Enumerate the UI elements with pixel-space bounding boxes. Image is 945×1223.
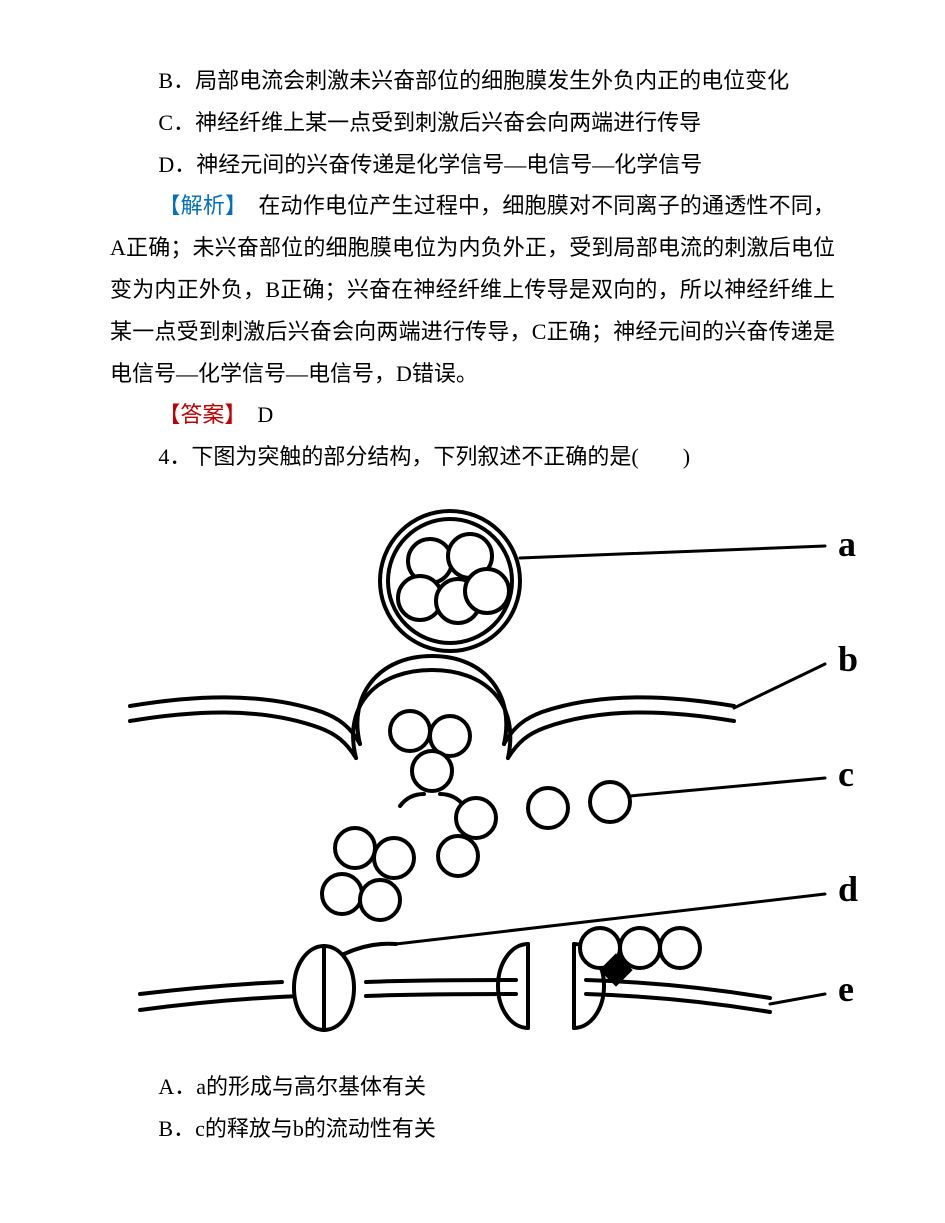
- analysis-label: 【解析】: [158, 193, 236, 218]
- q3-option-d: D．神经元间的兴奋传递是化学信号—电信号—化学信号: [110, 144, 835, 186]
- q3-analysis: 【解析】 在动作电位产生过程中，细胞膜对不同离子的通透性不同，A正确；未兴奋部位…: [110, 185, 835, 394]
- answer-value: D: [235, 402, 273, 427]
- q3-option-c: C．神经纤维上某一点受到刺激后兴奋会向两端进行传导: [110, 102, 835, 144]
- q4-stem: 4．下图为突触的部分结构，下列叙述不正确的是( ): [110, 436, 835, 478]
- q3-answer: 【答案】 D: [110, 394, 835, 436]
- svg-text:d: d: [838, 869, 858, 909]
- q3-option-b: B．局部电流会刺激未兴奋部位的细胞膜发生外负内正的电位变化: [110, 60, 835, 102]
- q4-option-b: B．c的释放与b的流动性有关: [110, 1108, 835, 1150]
- svg-text:a: a: [838, 524, 856, 564]
- svg-text:b: b: [838, 639, 858, 679]
- q4-option-a: A．a的形成与高尔基体有关: [110, 1066, 835, 1108]
- analysis-text: 在动作电位产生过程中，细胞膜对不同离子的通透性不同，A正确；未兴奋部位的细胞膜电…: [110, 193, 835, 385]
- synapse-diagram: a b c d e: [110, 496, 870, 1056]
- document-page: B．局部电流会刺激未兴奋部位的细胞膜发生外负内正的电位变化 C．神经纤维上某一点…: [0, 0, 945, 1223]
- svg-text:c: c: [838, 754, 854, 794]
- svg-text:e: e: [838, 969, 854, 1009]
- answer-label: 【答案】: [158, 402, 235, 427]
